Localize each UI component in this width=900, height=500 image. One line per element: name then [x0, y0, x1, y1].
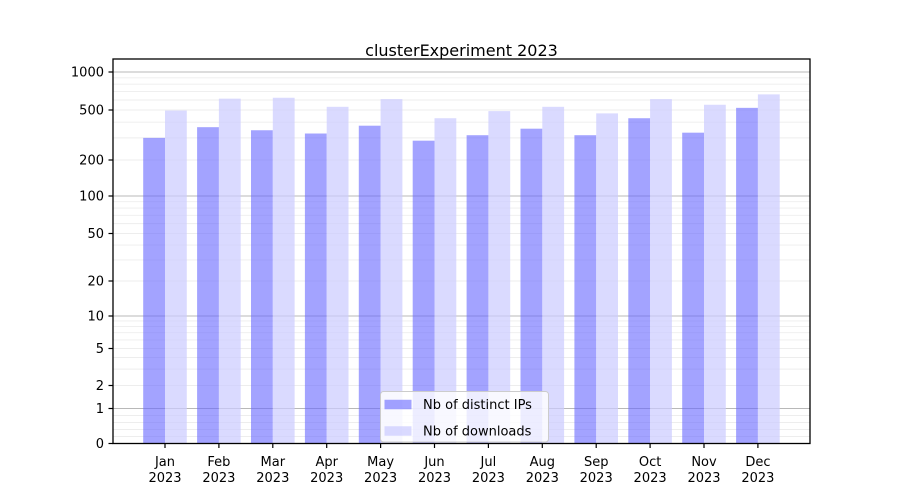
- bar: [326, 106, 349, 444]
- bar: [466, 135, 489, 444]
- chart-title: clusterExperiment 2023: [365, 41, 558, 60]
- bar: [251, 130, 273, 444]
- y-tick-label: 1: [96, 402, 104, 417]
- legend: Nb of distinct IPs Nb of downloads: [380, 391, 549, 443]
- y-tick-label: 5: [96, 342, 104, 357]
- bar: [757, 94, 780, 444]
- bar: [596, 113, 618, 444]
- y-tick-label: 0: [96, 437, 104, 452]
- x-tick-label: Feb 2023: [202, 455, 235, 486]
- bar: [650, 99, 672, 444]
- bar: [412, 140, 435, 444]
- bar: [358, 125, 381, 444]
- y-tick-label: 50: [87, 227, 104, 242]
- x-tick-label: Apr 2023: [310, 455, 343, 486]
- y-tick-label: 20: [87, 275, 104, 290]
- y-tick-label: 500: [79, 104, 104, 119]
- y-axis: 0 1 2 5 10 20 50 100 200 500 1000: [71, 66, 113, 452]
- bar: [736, 107, 758, 444]
- bar: [143, 137, 165, 444]
- x-axis: Jan 2023 Feb 2023 Mar 2023 Apr 2023 May 2023 Jun 20…: [148, 443, 774, 486]
- bar: [218, 98, 241, 444]
- bar: [574, 135, 597, 444]
- legend-swatch: [384, 399, 412, 410]
- bar: [434, 118, 457, 444]
- axes-frame: [112, 58, 811, 445]
- y-tick-label: 1000: [71, 66, 104, 81]
- x-tick-label: Sep 2023: [580, 455, 613, 486]
- x-tick-label: Jul 2023: [472, 455, 505, 486]
- x-tick-label: Jan 2023: [148, 455, 181, 486]
- bar: [380, 99, 403, 444]
- x-tick-label: Jun 2023: [418, 455, 451, 486]
- bar: [272, 97, 295, 444]
- y-tick-label: 10: [87, 310, 104, 325]
- bar: [165, 110, 187, 444]
- x-tick-label: May 2023: [364, 455, 397, 486]
- x-tick-label: Aug 2023: [526, 455, 559, 486]
- legend-label: Nb of distinct IPs: [423, 398, 532, 413]
- bars: [143, 94, 780, 444]
- bar: [542, 106, 565, 444]
- legend-box: [380, 391, 549, 443]
- bar: [488, 111, 511, 444]
- x-tick-label: Dec 2023: [741, 455, 774, 486]
- bar: [520, 128, 543, 444]
- legend-label: Nb of downloads: [423, 425, 532, 440]
- bar: [197, 127, 219, 444]
- y-tick-label: 200: [79, 154, 104, 169]
- bar: [682, 132, 704, 444]
- bar: [704, 104, 726, 444]
- x-tick-label: Nov 2023: [687, 455, 720, 486]
- bar: [304, 133, 327, 444]
- legend-swatch: [384, 426, 412, 436]
- bar: [628, 118, 651, 444]
- x-tick-label: Oct 2023: [634, 455, 667, 486]
- y-tick-label: 100: [79, 190, 104, 205]
- y-tick-label: 2: [96, 379, 104, 394]
- x-tick-label: Mar 2023: [256, 455, 289, 486]
